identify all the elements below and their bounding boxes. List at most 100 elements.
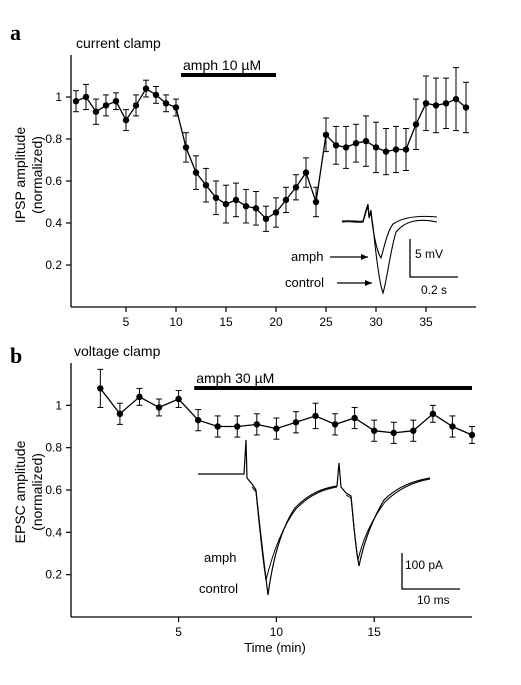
panel-b-xtick-label: 10 xyxy=(270,625,284,639)
panel-a-ytick-label: 0.4 xyxy=(45,216,62,230)
panel-a-series-line xyxy=(75,87,467,220)
data-point xyxy=(422,100,430,107)
data-point xyxy=(432,102,440,109)
panel-a-ytick-label: 0.8 xyxy=(45,132,62,146)
inset-a-control-label: control xyxy=(285,275,324,290)
panel-a-ylabel: IPSP amplitude xyxy=(12,127,28,223)
inset-a-amph-arrowhead xyxy=(361,254,368,260)
panel-a-xtick-label: 35 xyxy=(419,315,433,329)
data-point xyxy=(332,142,340,149)
data-point xyxy=(192,169,200,176)
panel-a-xtick-label: 25 xyxy=(319,315,333,329)
data-point xyxy=(372,144,380,151)
panel-b-ytick-label: 0.2 xyxy=(45,568,62,582)
data-point xyxy=(382,148,390,155)
panel-b-xtick-label: 5 xyxy=(175,625,182,639)
data-point xyxy=(390,429,397,437)
inset-a-control-trace xyxy=(341,205,438,295)
data-point xyxy=(292,419,300,426)
data-point xyxy=(352,140,360,147)
panel-a-xtick-label: 5 xyxy=(123,315,130,329)
panel-a: a current clamp IPSP amplitude (normaliz… xyxy=(10,20,476,329)
inset-a-amph-trace xyxy=(341,203,438,260)
panel-a-ytick-label: 0.6 xyxy=(45,174,62,188)
inset-a-amph-label: amph xyxy=(291,249,324,264)
data-point xyxy=(273,425,280,432)
panel-b-drug-label: amph 30 µM xyxy=(196,370,274,386)
inset-b-scale-y-label: 100 pA xyxy=(405,558,443,572)
data-point xyxy=(232,196,240,204)
data-point xyxy=(462,104,470,111)
data-point xyxy=(122,116,130,124)
panel-b-ytick-label: 0.4 xyxy=(45,525,62,539)
data-point xyxy=(202,182,210,189)
panel-b-mode-label: voltage clamp xyxy=(74,343,161,359)
inset-b-control-label: control xyxy=(199,581,238,596)
data-point xyxy=(212,194,220,201)
data-point xyxy=(182,144,190,151)
panel-a-xtick-label: 15 xyxy=(219,315,233,329)
panel-a-xtick-label: 20 xyxy=(269,315,283,329)
inset-b-amph-trace xyxy=(251,486,338,581)
data-point xyxy=(282,196,290,204)
panel-b-inset: amph control 100 pA 10 ms xyxy=(198,439,460,607)
data-point xyxy=(112,98,120,105)
panel-b-xtick-label: 15 xyxy=(368,625,382,639)
inset-b-control-trace xyxy=(198,439,431,596)
panel-b-ylabel-sub: (normalized) xyxy=(29,453,45,531)
data-point xyxy=(194,416,202,424)
panel-b-xlabel: Time (min) xyxy=(244,640,306,655)
panel-b-ytick-label: 0.6 xyxy=(45,483,62,497)
data-point xyxy=(370,427,378,434)
data-point xyxy=(410,427,417,434)
data-point xyxy=(72,98,80,105)
data-point xyxy=(452,95,460,103)
inset-b-amph-trace-2 xyxy=(345,478,431,561)
inset-a-scale-y-label: 5 mV xyxy=(415,247,443,261)
panel-a-mode-label: current clamp xyxy=(76,35,161,51)
inset-a-control-arrowhead xyxy=(365,280,372,286)
data-point xyxy=(442,100,450,107)
data-point xyxy=(262,215,270,222)
inset-b-amph-label: amph xyxy=(204,550,237,565)
data-point xyxy=(253,421,261,428)
data-point xyxy=(312,412,319,420)
data-point xyxy=(302,169,310,176)
data-point xyxy=(252,205,260,212)
panel-a-drug-label: amph 10 µM xyxy=(183,57,261,73)
inset-b-scale-x-label: 10 ms xyxy=(417,593,450,607)
panel-b: b voltage clamp EPSC amplitude (normaliz… xyxy=(10,343,476,655)
data-point xyxy=(272,209,280,216)
panel-a-ylabel-sub: (normalized) xyxy=(29,136,45,214)
data-point xyxy=(242,203,250,210)
data-point xyxy=(351,414,358,422)
data-point xyxy=(429,410,437,417)
data-point xyxy=(402,146,410,153)
panel-b-series-line xyxy=(99,388,473,436)
data-point xyxy=(92,108,100,115)
data-point xyxy=(342,144,350,151)
inset-a-scale-bar xyxy=(409,239,458,278)
panel-a-xtick-label: 10 xyxy=(169,315,183,329)
inset-a-scale-x-label: 0.2 s xyxy=(421,283,447,297)
data-point xyxy=(214,423,221,430)
inset-b-scale-bar xyxy=(401,553,460,590)
data-point xyxy=(82,93,90,101)
data-point xyxy=(102,102,110,109)
data-point xyxy=(152,91,160,99)
panel-b-ytick-label: 1 xyxy=(55,398,62,412)
panel-a-xtick-label: 30 xyxy=(369,315,383,329)
data-point xyxy=(449,423,456,430)
panel-b-letter: b xyxy=(10,343,22,368)
data-point xyxy=(292,184,300,191)
data-point xyxy=(155,404,163,411)
data-point xyxy=(468,431,476,439)
panel-a-ytick-label: 1 xyxy=(55,90,62,104)
panel-a-inset: amph control 5 mV 0.2 s xyxy=(285,203,458,297)
data-point xyxy=(362,137,370,145)
panel-b-ytick-label: 0.8 xyxy=(45,441,62,455)
data-point xyxy=(412,121,420,128)
data-point xyxy=(97,385,104,392)
data-point xyxy=(136,393,143,401)
